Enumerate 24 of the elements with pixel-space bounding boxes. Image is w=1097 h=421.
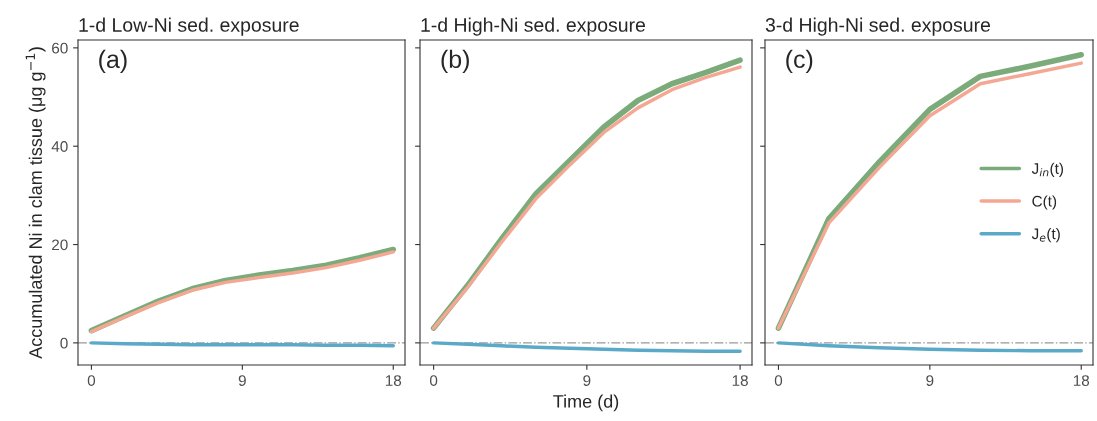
x-tick-label: 18 bbox=[385, 375, 402, 386]
legend-label: J$_{e}$(t) bbox=[1031, 227, 1060, 243]
y-axis-title: Accumulated Ni in clam tissue (μg g$^{−1}$) bbox=[25, 47, 46, 359]
annotation: (b) bbox=[441, 49, 469, 74]
x-axis-title: Time (d) bbox=[553, 394, 619, 412]
x-tick-label: 9 bbox=[926, 375, 934, 386]
chart-title: 3-d High-Ni sed. exposure bbox=[765, 17, 991, 36]
x-tick-label: 0 bbox=[774, 375, 783, 386]
x-tick-label: 0 bbox=[429, 375, 438, 386]
x-tick-label: 18 bbox=[1073, 375, 1090, 386]
annotation: (a) bbox=[99, 49, 127, 74]
legend-label: C(t) bbox=[1032, 195, 1057, 210]
x-tick-label: 9 bbox=[238, 375, 246, 386]
y-tick-label: 20 bbox=[52, 239, 68, 251]
x-tick-label: 18 bbox=[732, 375, 748, 386]
x-tick-label: 0 bbox=[87, 375, 96, 386]
chart-title: 1-d Low-Ni sed. exposure bbox=[79, 17, 299, 36]
y-tick-label: 60 bbox=[52, 42, 68, 54]
y-tick-label: 40 bbox=[51, 141, 68, 152]
annotation: (c) bbox=[786, 49, 813, 74]
chart-title: 1-d High-Ni sed. exposure bbox=[421, 17, 646, 36]
legend-label: J$_{in}$(t) bbox=[1031, 162, 1064, 177]
y-tick-label: 0 bbox=[60, 337, 68, 349]
x-tick-label: 9 bbox=[583, 375, 591, 386]
